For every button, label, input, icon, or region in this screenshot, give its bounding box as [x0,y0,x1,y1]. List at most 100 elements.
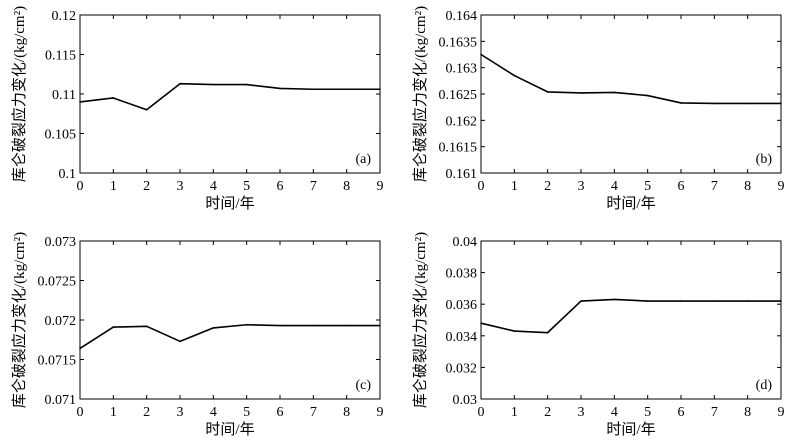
x-tick-label: 0 [77,179,84,194]
y-tick-label: 0.072 [45,314,77,329]
y-tick-label: 0.032 [446,361,478,376]
y-axis-label: 库仑破裂应力变化/(kg/cm²) [10,6,28,182]
data-point [480,322,482,324]
y-tick-label: 0.163 [446,62,478,77]
x-tick-label: 2 [544,179,551,194]
data-point [179,340,181,343]
x-tick-label: 6 [678,405,685,420]
x-tick-label: 5 [243,179,250,194]
data-point [680,300,682,302]
y-tick-label: 0.073 [45,235,77,250]
data-point [613,91,616,94]
data-point [513,330,516,332]
x-tick-label: 4 [210,179,217,194]
x-tick-label: 7 [711,405,718,420]
y-tick-label: 0.11 [52,88,76,103]
y-tick-label: 0.034 [446,330,478,345]
x-tick-label: 3 [578,405,585,420]
data-point [379,324,381,327]
y-tick-label: 0.162 [446,114,478,129]
y-axis-label: 库仑破裂应力变化/(kg/cm²) [411,6,429,182]
data-point [279,324,281,327]
y-tick-label: 0.03 [453,393,478,408]
data-point [713,300,716,302]
x-tick-label: 3 [177,179,184,194]
x-tick-label: 5 [243,405,250,420]
data-point [513,74,516,77]
panel-label: (b) [756,152,773,167]
x-axis-label: 时间/年 [205,195,254,212]
data-point [145,325,148,328]
x-tick-label: 1 [110,405,117,420]
x-tick-label: 8 [343,179,350,194]
y-tick-label: 0.161 [446,167,478,182]
x-tick-label: 5 [644,405,651,420]
x-tick-label: 6 [277,179,284,194]
data-point [312,324,315,327]
x-tick-label: 8 [744,405,751,420]
data-point [580,300,582,302]
y-tick-label: 0.105 [45,128,77,143]
data-point [613,298,616,301]
y-tick-label: 0.1635 [439,35,478,50]
data-point [746,300,749,302]
data-point [145,109,148,111]
x-tick-label: 1 [511,405,518,420]
x-tick-label: 9 [778,405,785,420]
data-point [646,300,649,302]
x-tick-label: 9 [778,179,785,194]
x-axis-label: 时间/年 [606,421,655,438]
data-point [112,97,115,99]
x-tick-label: 9 [377,405,384,420]
x-tick-label: 9 [377,179,384,194]
series-line-1 [79,82,380,111]
data-point [245,83,248,86]
panel-label: (c) [355,378,371,393]
data-point [79,101,81,103]
x-tick-label: 0 [478,405,485,420]
x-tick-label: 2 [143,405,150,420]
data-point [279,87,281,90]
y-axis-label: 库仑破裂应力变化/(kg/cm²) [411,232,429,408]
x-axis-label: 时间/年 [205,421,254,438]
data-point [79,347,81,350]
chart-panel-4: 0 1 2 3 4 5 6 7 8 9 0.03 0.032 0.034 0.036 0.038 0.04 (d… [411,232,785,438]
y-tick-label: 0.12 [52,9,77,24]
y-tick-label: 0.164 [446,9,478,24]
data-point [379,88,381,91]
x-tick-label: 5 [644,179,651,194]
x-tick-label: 2 [143,179,150,194]
x-tick-label: 6 [678,179,685,194]
x-axis-label: 时间/年 [606,195,655,212]
data-point [312,88,315,91]
y-tick-label: 0.1615 [439,141,478,156]
data-point [680,102,682,104]
data-point [546,331,549,334]
plot-frame [79,14,381,174]
y-tick-label: 0.1 [59,167,77,182]
y-tick-label: 0.115 [45,49,76,64]
x-tick-label: 2 [544,405,551,420]
data-point [780,102,782,105]
x-tick-label: 8 [343,405,350,420]
data-point [112,326,115,328]
panel-label: (a) [355,152,371,167]
plot-frame [79,240,381,400]
series-line-1 [480,298,781,334]
data-point [646,94,649,97]
x-tick-label: 4 [210,405,217,420]
x-tick-label: 4 [611,405,618,420]
data-point [345,324,348,327]
y-tick-label: 0.04 [453,235,478,250]
data-point [179,82,181,85]
y-tick-label: 0.038 [446,267,478,282]
x-tick-label: 0 [478,179,485,194]
y-tick-label: 0.036 [446,298,478,313]
data-point [546,91,549,93]
chart-panel-3: 0 1 2 3 4 5 6 7 8 9 0.071 0.0715 0.072 0.0725 0.073 (c)… [10,232,384,438]
y-tick-label: 0.1625 [439,88,478,103]
y-axis-label: 库仑破裂应力变化/(kg/cm²) [10,232,28,408]
data-point [580,92,582,94]
data-point [245,323,248,326]
